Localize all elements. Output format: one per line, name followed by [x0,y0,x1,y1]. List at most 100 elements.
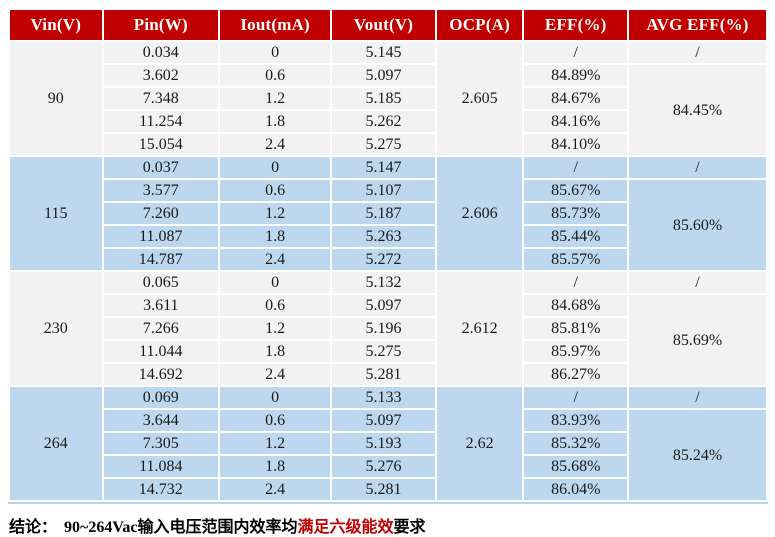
col-header-avg-eff: AVG EFF(%) [629,10,766,40]
table-header: Vin(V) Pin(W) Iout(mA) Vout(V) OCP(A) EF… [10,10,766,40]
col-header-pin: Pin(W) [103,10,219,40]
table-row: 7.260 1.2 5.187 85.73% [10,203,766,224]
table-row: 11.044 1.8 5.275 85.97% [10,341,766,362]
eff-cell: 85.32% [524,433,628,454]
pin-cell: 15.054 [103,134,219,155]
eff-cell: 85.68% [524,456,628,477]
table-row: 11.087 1.8 5.263 85.44% [10,226,766,247]
pin-cell: 7.260 [103,203,219,224]
avg-eff-cell: 85.69% [629,295,766,385]
table-row: 3.611 0.6 5.097 84.68% 85.69% [10,295,766,385]
eff-cell: 85.67% [524,180,628,201]
table-row: 3.577 0.6 5.107 85.67% 85.60% [10,180,766,270]
vout-cell: 5.193 [332,433,435,454]
avg-eff-cell: 85.24% [629,410,766,500]
eff-cell: 84.67% [524,88,628,109]
eff-cell: 86.04% [524,479,628,500]
ocp-cell: 2.612 [436,272,523,385]
col-header-ocp: OCP(A) [436,10,523,40]
table-row: 11.254 1.8 5.262 84.16% [10,111,766,132]
eff-cell: 85.44% [524,226,628,247]
pin-cell: 14.732 [103,479,219,500]
iout-cell: 1.2 [220,203,331,224]
ocp-cell: 2.606 [436,157,523,270]
vout-cell: 5.185 [332,88,435,109]
col-header-vin: Vin(V) [10,10,102,40]
conclusion-text-before: 90~264Vac输入电压范围内效率均 [64,519,298,536]
eff-cell: / [524,157,628,178]
table-row: 3.644 0.6 5.097 83.93% 85.24% [10,410,766,500]
table-row: 7.305 1.2 5.193 85.32% [10,433,766,454]
vin-cell: 90 [10,42,102,155]
pin-cell: 7.266 [103,318,219,339]
header-row: Vin(V) Pin(W) Iout(mA) Vout(V) OCP(A) EF… [10,10,766,40]
pin-cell: 3.611 [103,295,219,316]
vout-cell: 5.281 [332,479,435,500]
avg-eff-first-cell: / [629,42,766,63]
conclusion-highlight: 满足六级能效 [297,519,394,536]
pin-cell: 7.348 [103,88,219,109]
iout-cell: 2.4 [220,479,331,500]
iout-cell: 1.2 [220,433,331,454]
eff-cell: 84.68% [524,295,628,316]
table-row: 7.348 1.2 5.185 84.67% [10,88,766,109]
table-row: 3.602 0.6 5.097 84.89% 84.45% [10,65,766,155]
conclusion-label: 结论： [9,519,58,536]
pin-cell: 11.044 [103,341,219,362]
iout-cell: 0 [220,387,331,408]
iout-cell: 2.4 [220,364,331,385]
eff-cell: / [524,272,628,293]
eff-cell: 84.16% [524,111,628,132]
avg-eff-first-cell: / [629,387,766,408]
pin-cell: 3.577 [103,180,219,201]
pin-cell: 11.087 [103,226,219,247]
vin-cell: 264 [10,387,102,500]
pin-cell: 3.602 [103,65,219,86]
table-row: 7.266 1.2 5.196 85.81% [10,318,766,339]
efficiency-table: Vin(V) Pin(W) Iout(mA) Vout(V) OCP(A) EF… [8,8,768,504]
vout-cell: 5.281 [332,364,435,385]
iout-cell: 0.6 [220,180,331,201]
table-row: 15.054 2.4 5.275 84.10% [10,134,766,155]
iout-cell: 2.4 [220,249,331,270]
table-row: 11.084 1.8 5.276 85.68% [10,456,766,477]
avg-eff-cell: 84.45% [629,65,766,155]
table-body: 90 0.034 0 5.145 2.605//3.602 0.6 5.097 84.89% 8… [10,42,766,500]
vout-cell: 5.275 [332,134,435,155]
vout-cell: 5.263 [332,226,435,247]
iout-cell: 1.2 [220,318,331,339]
eff-cell: 85.73% [524,203,628,224]
conclusion-text-after: 要求 [393,519,426,536]
iout-cell: 1.8 [220,111,331,132]
pin-cell: 0.069 [103,387,219,408]
table-row: 264 0.069 0 5.133 2.62// [10,387,766,500]
pin-cell: 0.034 [103,42,219,63]
pin-cell: 11.254 [103,111,219,132]
eff-cell: 85.57% [524,249,628,270]
vout-cell: 5.097 [332,65,435,86]
conclusion-line: 结论： 90~264Vac输入电压范围内效率均满足六级能效要求 [8,513,768,537]
eff-cell: 84.10% [524,134,628,155]
ocp-cell: 2.62 [436,387,523,500]
avg-eff-first-cell: / [629,272,766,293]
table-row: 14.692 2.4 5.281 86.27% [10,364,766,385]
eff-cell: 86.27% [524,364,628,385]
pin-cell: 11.084 [103,456,219,477]
iout-cell: 0.6 [220,295,331,316]
eff-cell: / [524,42,628,63]
iout-cell: 1.8 [220,456,331,477]
pin-cell: 14.787 [103,249,219,270]
vout-cell: 5.107 [332,180,435,201]
iout-cell: 1.2 [220,88,331,109]
pin-cell: 0.065 [103,272,219,293]
avg-eff-first-cell: / [629,157,766,178]
vout-cell: 5.097 [332,295,435,316]
table-row: 90 0.034 0 5.145 2.605// [10,42,766,155]
vout-cell: 5.132 [332,272,435,293]
vout-cell: 5.097 [332,410,435,431]
pin-cell: 3.644 [103,410,219,431]
vout-cell: 5.275 [332,341,435,362]
iout-cell: 1.8 [220,226,331,247]
iout-cell: 0.6 [220,410,331,431]
